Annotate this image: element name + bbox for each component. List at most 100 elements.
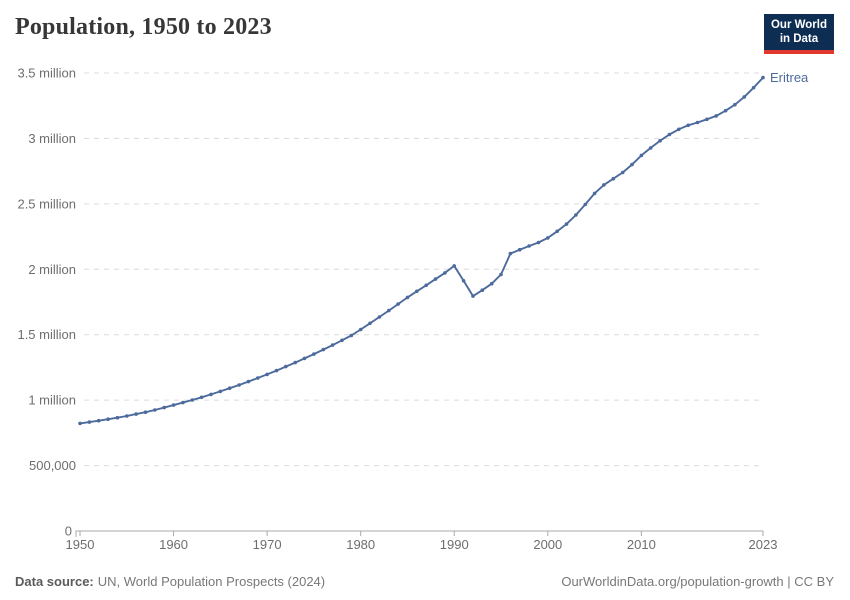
data-point (677, 127, 681, 132)
data-point (377, 315, 382, 319)
data-point (115, 415, 120, 420)
data-point (714, 114, 718, 118)
data-point (358, 327, 363, 332)
data-point (209, 392, 213, 397)
data-point (293, 360, 298, 365)
data-point (368, 321, 372, 326)
data-point (658, 138, 662, 143)
data-point (574, 213, 578, 217)
x-tick-label: 1980 (346, 537, 375, 552)
population-line (79, 76, 764, 425)
data-point (349, 333, 354, 338)
data-point (274, 368, 279, 373)
data-point (517, 247, 522, 252)
series-end-label[interactable]: Eritrea (770, 70, 809, 85)
data-point (255, 376, 260, 380)
y-tick-label: 2 million (28, 262, 76, 277)
data-point (648, 146, 653, 150)
data-point (499, 272, 503, 277)
data-point (686, 123, 690, 128)
license-text: CC BY (794, 574, 834, 589)
data-point (143, 410, 148, 415)
data-point (583, 202, 587, 207)
y-tick-label: 500,000 (29, 458, 76, 473)
credit-separator: | (783, 574, 795, 589)
data-point (433, 277, 438, 281)
credit: OurWorldinData.org/population-growth | C… (561, 574, 834, 589)
y-tick-label: 1 million (28, 393, 76, 408)
data-point (733, 102, 737, 107)
data-point (125, 414, 129, 418)
data-source-label: Data source: (15, 574, 94, 589)
data-point (171, 403, 176, 407)
data-point (199, 395, 204, 400)
data-point (227, 386, 232, 391)
owid-logo[interactable]: Our World in Data (763, 14, 834, 54)
data-point (237, 383, 241, 387)
data-point (639, 153, 644, 158)
data-point (96, 418, 101, 423)
data-point (162, 405, 166, 410)
data-point (527, 244, 531, 248)
x-tick-label: 1990 (440, 537, 469, 552)
data-point (592, 191, 597, 196)
data-point (424, 283, 429, 288)
chart-footer: Data source: UN, World Population Prospec… (15, 574, 834, 589)
data-point (265, 372, 269, 377)
x-tick-label: 1960 (159, 537, 188, 552)
data-point (480, 288, 485, 293)
y-tick-label: 3.5 million (17, 66, 76, 81)
data-point (742, 95, 747, 99)
data-point (695, 120, 700, 125)
data-point (78, 421, 82, 426)
x-tick-label: 2023 (749, 537, 778, 552)
data-point (630, 162, 634, 167)
y-tick-label: 0 (65, 524, 72, 539)
data-point (705, 117, 709, 122)
x-axis-line (75, 530, 763, 537)
x-tick-label: 1950 (66, 537, 95, 552)
data-point (340, 338, 344, 343)
owid-logo-line1: Our World (770, 19, 827, 31)
y-tick-label: 1.5 million (17, 327, 76, 342)
data-point (667, 132, 672, 137)
data-point (564, 222, 569, 226)
data-source: Data source: UN, World Population Prospec… (15, 574, 325, 589)
data-point (489, 281, 494, 286)
data-point (452, 264, 457, 268)
data-point (415, 289, 419, 294)
data-point (620, 170, 625, 175)
data-point (536, 240, 541, 245)
data-point (555, 229, 559, 234)
x-tick-label: 2010 (627, 537, 656, 552)
owid-logo-line2: in Data (779, 33, 819, 46)
data-point (321, 347, 326, 352)
y-tick-label: 2.5 million (17, 196, 76, 211)
x-tick-label: 1970 (253, 537, 282, 552)
data-point (312, 352, 316, 356)
data-point (508, 251, 513, 256)
data-point (405, 295, 410, 300)
data-point (396, 302, 400, 306)
data-point (471, 294, 475, 298)
data-point (134, 412, 138, 416)
data-point (602, 183, 606, 187)
data-point (546, 236, 550, 240)
data-point (751, 85, 756, 90)
data-point (153, 408, 157, 412)
data-point (218, 389, 223, 394)
data-point (190, 398, 195, 402)
data-point (461, 279, 466, 283)
data-point (246, 379, 251, 384)
data-point (284, 364, 288, 369)
data-source-value: UN, World Population Prospects (2024) (97, 574, 326, 589)
data-point (443, 271, 447, 275)
credit-link[interactable]: OurWorldinData.org/population-growth (561, 574, 784, 589)
y-tick-label: 3 million (28, 131, 76, 146)
population-line-chart[interactable]: 0 500,000 1 million 1.5 million 2 million 2.5… (0, 0, 850, 560)
data-point (330, 343, 335, 347)
data-point (387, 308, 391, 313)
data-point (87, 420, 92, 424)
data-point (723, 108, 728, 113)
